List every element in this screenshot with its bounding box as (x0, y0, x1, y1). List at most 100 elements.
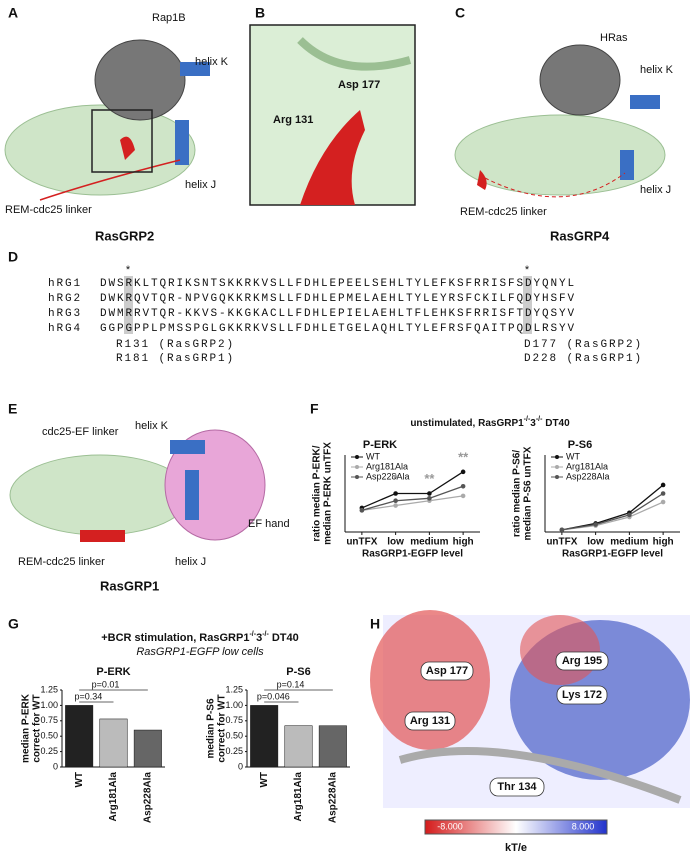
seq-name: hRG1 (48, 278, 82, 290)
chart-title: P-ERK (363, 439, 397, 451)
p-value: p=0.046 (257, 691, 290, 701)
x-tick-label: medium (410, 537, 448, 548)
x-tick-label: medium (610, 537, 648, 548)
annotation: ** (424, 471, 435, 486)
panel-title: unstimulated, RasGRP1-/-3-/- DT40 (410, 416, 570, 428)
label: cdc25-EF linker (42, 426, 119, 438)
line (561, 501, 664, 531)
highlight (124, 276, 133, 334)
y-tick-label: 0.25 (225, 746, 243, 756)
residue-label: R181 (RasGRP1) (116, 353, 235, 365)
x-tick-label: high (653, 537, 674, 548)
legend-marker (355, 465, 359, 469)
y-tick-label: 0.50 (40, 731, 58, 741)
p-value: p=0.34 (74, 691, 102, 701)
p-value: p=0.14 (277, 679, 305, 689)
color-bar-title: kT/e (505, 842, 527, 854)
x-axis-label: RasGRP1-EGFP level (562, 549, 663, 560)
helix (300, 110, 365, 205)
y-axis-label: ratio median P-ERK/ (312, 445, 323, 541)
point (660, 482, 666, 488)
panel-title: +BCR stimulation, RasGRP1-/-3-/- DT40 (101, 631, 299, 644)
x-tick-label: WT (74, 772, 85, 788)
point (460, 469, 466, 475)
x-tick-label: unTFX (346, 537, 377, 548)
x-tick-label: WT (259, 772, 270, 788)
title-part: 3 (530, 418, 536, 429)
highlight (523, 276, 532, 334)
x-tick-label: high (453, 537, 474, 548)
panel-label: A (8, 5, 18, 21)
point (593, 522, 598, 527)
label: helix K (640, 64, 674, 76)
structure-c (454, 44, 666, 198)
point (660, 491, 666, 496)
point (393, 498, 398, 504)
label: Asp 177 (338, 79, 380, 91)
point (427, 491, 432, 496)
color-bar-label: 8.000 (572, 821, 595, 831)
sequence: DWSRKLTQRIKSNTSKKRKVSLLFDHLEPEELSEHLTYLE… (100, 278, 576, 290)
bar (284, 725, 313, 768)
sequence: DWKRQVTQR-NPVGQKKRKMSLLFDHLEPMELAEHLTYLE… (100, 293, 576, 305)
chart-title: P-S6 (286, 666, 310, 678)
y-tick-label: 1.25 (40, 684, 58, 694)
y-tick-label: 0.75 (40, 715, 58, 725)
label: REM-cdc25 linker (460, 206, 547, 218)
title-part: -/- (249, 631, 256, 638)
line (361, 471, 464, 509)
label: helix K (135, 420, 169, 432)
y-axis-label: correct for WT (217, 694, 228, 762)
point (427, 496, 432, 501)
label: Arg 131 (273, 114, 313, 126)
x-tick-label: Asp228Ala (142, 772, 153, 824)
y-axis-label: correct for WT (32, 694, 43, 762)
star: * (525, 264, 530, 276)
label: helix J (640, 184, 671, 196)
alignment: hRG1 DWSRKLTQRIKSNTSKKRKVSLLFDHLEPEELSEHL… (48, 278, 576, 335)
seq-name: hRG2 (48, 293, 82, 305)
annotation: ** (458, 449, 469, 464)
title-part: DT40 (269, 632, 299, 644)
x-tick-label: low (587, 537, 604, 548)
y-axis-label: median P-ERK unTFX (323, 442, 334, 545)
line (561, 484, 664, 531)
point (460, 493, 466, 499)
x-tick-label: low (387, 537, 404, 548)
legend-marker (355, 455, 359, 459)
chart-title: P-ERK (96, 666, 130, 678)
y-tick-label: 1.00 (225, 700, 243, 710)
point (359, 508, 365, 513)
legend-marker (555, 465, 559, 469)
panel-label: H (370, 616, 380, 632)
residue-label: R131 (RasGRP2) (116, 339, 235, 351)
label: Arg 131 (410, 715, 450, 727)
bar (318, 725, 347, 768)
title-part: DT40 (542, 418, 570, 429)
point (393, 503, 398, 508)
residue-label: D177 (RasGRP2) (524, 339, 643, 351)
panel-subtitle: RasGRP1-EGFP low cells (136, 646, 264, 658)
panel-label: E (8, 401, 17, 417)
seq-name: hRG3 (48, 308, 82, 320)
label: helix J (185, 179, 216, 191)
panel-label: G (8, 616, 19, 632)
x-tick-label: Arg181Ala (293, 772, 304, 822)
line (361, 495, 464, 511)
title-part: -/- (524, 416, 531, 423)
panel-label: C (455, 5, 465, 21)
panel-label: D (8, 249, 18, 265)
bar (133, 729, 162, 768)
line (361, 485, 464, 511)
panel-label: F (310, 401, 319, 417)
helix (297, 37, 412, 71)
bar (65, 705, 94, 768)
residue-label: D228 (RasGRP1) (524, 353, 643, 365)
legend-label: Asp228Ala (566, 471, 610, 481)
line (561, 492, 664, 531)
panel-label: B (255, 5, 265, 21)
label: REM-cdc25 linker (18, 556, 105, 568)
sequence: GGPGPPLPMSSPGLGKKRKVSLLFDHLETGELAQHLTYLE… (100, 323, 576, 335)
point (393, 491, 398, 496)
